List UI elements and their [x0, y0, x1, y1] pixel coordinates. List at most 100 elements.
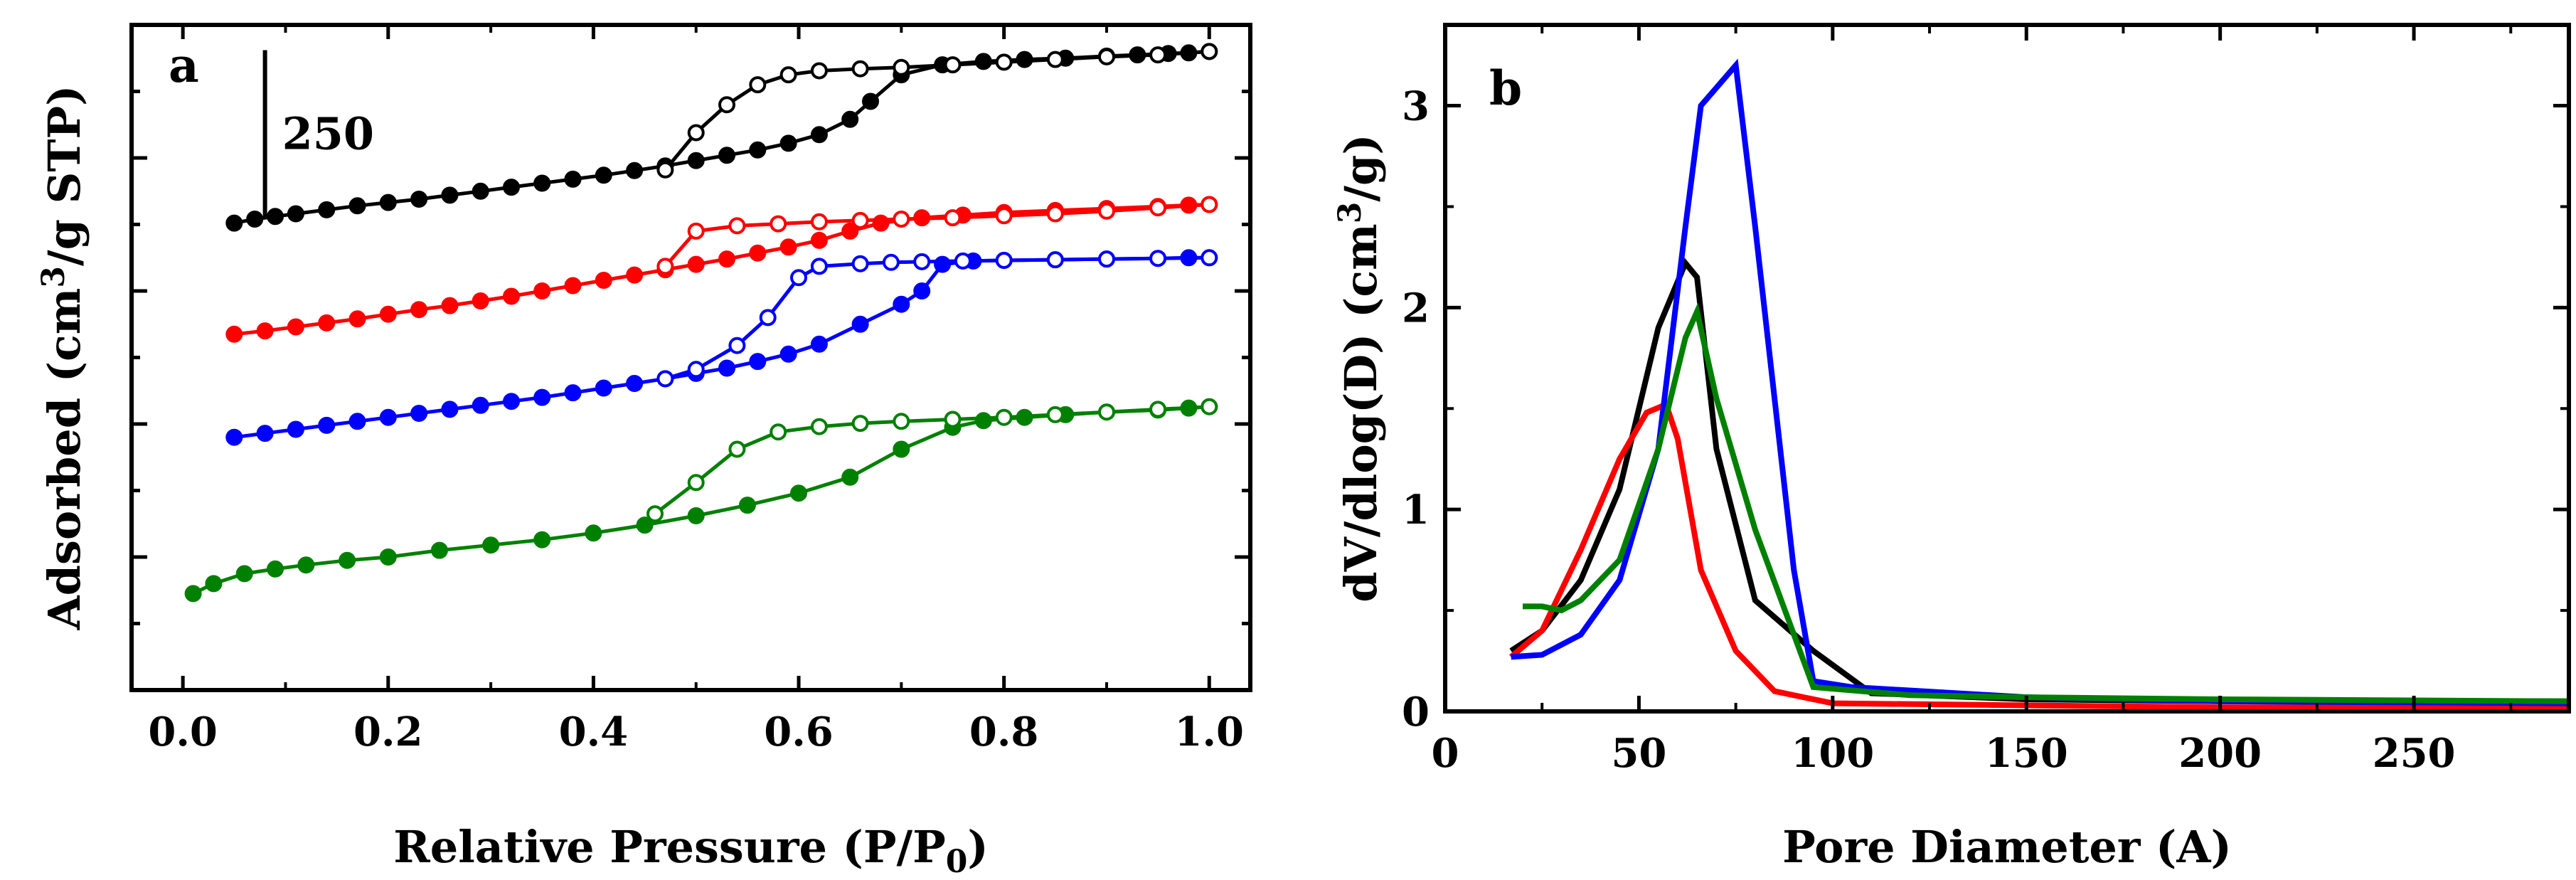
panel-a-blue-desorption-point [790, 269, 807, 287]
panel-a-red-adsorption-point [318, 314, 336, 332]
panel-a-x-axis-title: Relative Pressure (P/P0) [393, 821, 988, 880]
panel-a-y-axis-title-main: Adsorbed (cm [38, 288, 90, 631]
panel-a-green-adsorption-point [974, 412, 992, 430]
panel-a-blue-desorption-point [1201, 249, 1218, 267]
panel-b-series-red-line [1509, 401, 2569, 711]
panel-a-green-adsorption-point [893, 440, 910, 458]
panel-a-black-adsorption-point [267, 208, 284, 226]
panel-b-y-axis-title-main: dV/dlog(D) (cm [1335, 223, 1387, 602]
panel-b-y-tick-label: 1 [1402, 487, 1430, 534]
panel-a-green-adsorption-point [687, 507, 705, 524]
panel-a-blue-adsorption-point [379, 408, 397, 426]
panel-a-blue-desorption-point [913, 253, 931, 270]
panel-a-blue-adsorption-point [893, 295, 910, 313]
panel-a-green-desorption-point [995, 408, 1013, 426]
panel-a-blue-desorption-point [882, 253, 900, 271]
panel-b-x-tick-label: 50 [1611, 730, 1666, 777]
panel-a-x-axis-title-main: Relative Pressure (P/P [393, 821, 945, 873]
panel-a-blue-adsorption-point [287, 420, 304, 438]
panel-a-blue-adsorption-point [851, 315, 869, 333]
panel-a-red-adsorption-point [410, 301, 428, 319]
panel-b-series-green-line [1523, 302, 2569, 704]
panel-b-y-tick-label: 2 [1402, 285, 1430, 332]
panel-b-series-black-line [1509, 258, 2569, 704]
panel-a-red-adsorption-point [503, 287, 520, 305]
panel-a-black-adsorption-point [287, 205, 304, 223]
panel-a-x-axis-title-subscript: 0 [946, 844, 968, 880]
panel-a-green-adsorption-point [184, 585, 202, 603]
panel-a-black-adsorption-point [503, 179, 520, 196]
panel-b-series-layer [1509, 58, 2569, 711]
panel-a-series-blue [225, 249, 1218, 446]
panel-a-black-adsorption-point [626, 161, 644, 179]
panel-a-green-adsorption-point [841, 468, 859, 486]
panel-a-blue-adsorption-point [533, 388, 551, 406]
panel-a-red-adsorption-point [472, 292, 489, 309]
panel-a-black-desorption-point [810, 62, 828, 80]
panel-a-blue-desorption-point [656, 370, 674, 388]
panel-a-y-axis-title: Adsorbed (cm3/g STP) [36, 85, 90, 631]
panel-a-red-adsorption-point [687, 255, 705, 273]
panel-a-black-desorption-point [1149, 46, 1167, 64]
panel-b-y-tick-label: 0 [1402, 689, 1430, 736]
panel-a-black-desorption-point [1201, 43, 1218, 60]
panel-a-green-desorption-point [1098, 403, 1115, 421]
panel-a-green-desorption-line [654, 405, 1210, 516]
panel-a-black-adsorption-point [564, 170, 582, 188]
panel-a-red-adsorption-point [564, 277, 582, 295]
panel-a-tick-layer: 0.0 0.2 0.4 0.6 0.8 1.0 [132, 25, 1250, 756]
panel-a-green-desorption-point [810, 418, 828, 435]
panel-a-x-axis-title-end: ) [967, 821, 988, 873]
panel-b-y-tick-label: 3 [1402, 83, 1430, 130]
panel-a-green-adsorption-point [297, 556, 315, 574]
panel-a-black-adsorption-point [687, 152, 705, 169]
panel-a-blue-desorption-point [728, 336, 746, 354]
panel-a-black-adsorption-point [810, 126, 828, 144]
panel-a-blue-desorption-point [954, 252, 972, 270]
panel-a-series-black [225, 43, 1218, 232]
panel-a-black-adsorption-point [318, 201, 336, 218]
panel-a-blue-adsorption-point [503, 393, 520, 410]
panel-a-x-tick-label: 0.4 [559, 709, 628, 756]
panel-a-x-tick-label: 0.8 [969, 709, 1038, 756]
panel-a-green-adsorption-point [339, 551, 356, 569]
panel-a-black-adsorption-point [246, 211, 264, 228]
panel-a-x-tick-label: 0.2 [353, 709, 422, 756]
panel-a-blue-adsorption-point [626, 375, 644, 392]
panel-a-blue-adsorption-point [718, 359, 735, 377]
panel-a-series-green [184, 398, 1218, 603]
panel-b-x-tick-label: 150 [1985, 730, 2068, 777]
panel-a-red-adsorption-point [595, 272, 612, 289]
panel-a-red-desorption-point [656, 258, 674, 275]
panel-a-black-adsorption-point [225, 214, 243, 232]
panel-a-black-desorption-point [851, 60, 869, 78]
panel-a-black-desorption-point [656, 161, 674, 179]
panel-a-isotherm-chart: 0.0 0.2 0.4 0.6 0.8 1.0 a 250 Relative Pressu… [36, 23, 1252, 880]
panel-a-green-desorption-point [1201, 398, 1218, 415]
panel-a-red-desorption-point [995, 207, 1013, 225]
panel-b-x-tick-label: 100 [1791, 730, 1874, 777]
panel-a-blue-desorption-point [995, 252, 1013, 269]
panel-a-black-desorption-point [893, 58, 910, 76]
panel-a-red-desorption-point [1201, 196, 1218, 213]
panel-a-black-adsorption-point [841, 110, 859, 128]
panel-a-green-adsorption-point [430, 541, 448, 559]
panel-a-blue-adsorption-point [441, 401, 459, 418]
panel-a-black-adsorption-point [348, 197, 366, 215]
panel-b-y-axis-title: dV/dlog(D) (cm3/g) [1332, 134, 1387, 602]
panel-a-black-adsorption-point [779, 134, 797, 152]
panel-b-x-tick-label: 250 [2373, 730, 2456, 777]
panel-b-tick-layer: 0 50 100 150 200 250 0 1 2 3 [1402, 25, 2569, 777]
panel-a-green-adsorption-point [585, 524, 602, 542]
panel-a-black-desorption-point [718, 96, 735, 114]
panel-a-green-desorption-point [1046, 405, 1064, 423]
panel-a-blue-desorption-point [851, 255, 869, 272]
panel-a-black-adsorption-point [595, 166, 612, 184]
panel-a-x-tick-label: 0.0 [148, 709, 217, 756]
panel-a-blue-desorption-point [1149, 250, 1167, 267]
panel-a-black-adsorption-point [410, 191, 428, 208]
panel-a-red-desorption-point [1046, 205, 1064, 223]
panel-a-black-adsorption-point [379, 194, 397, 211]
panel-a-x-tick-label: 0.6 [764, 709, 833, 756]
panel-a-green-desorption-point [851, 415, 869, 433]
